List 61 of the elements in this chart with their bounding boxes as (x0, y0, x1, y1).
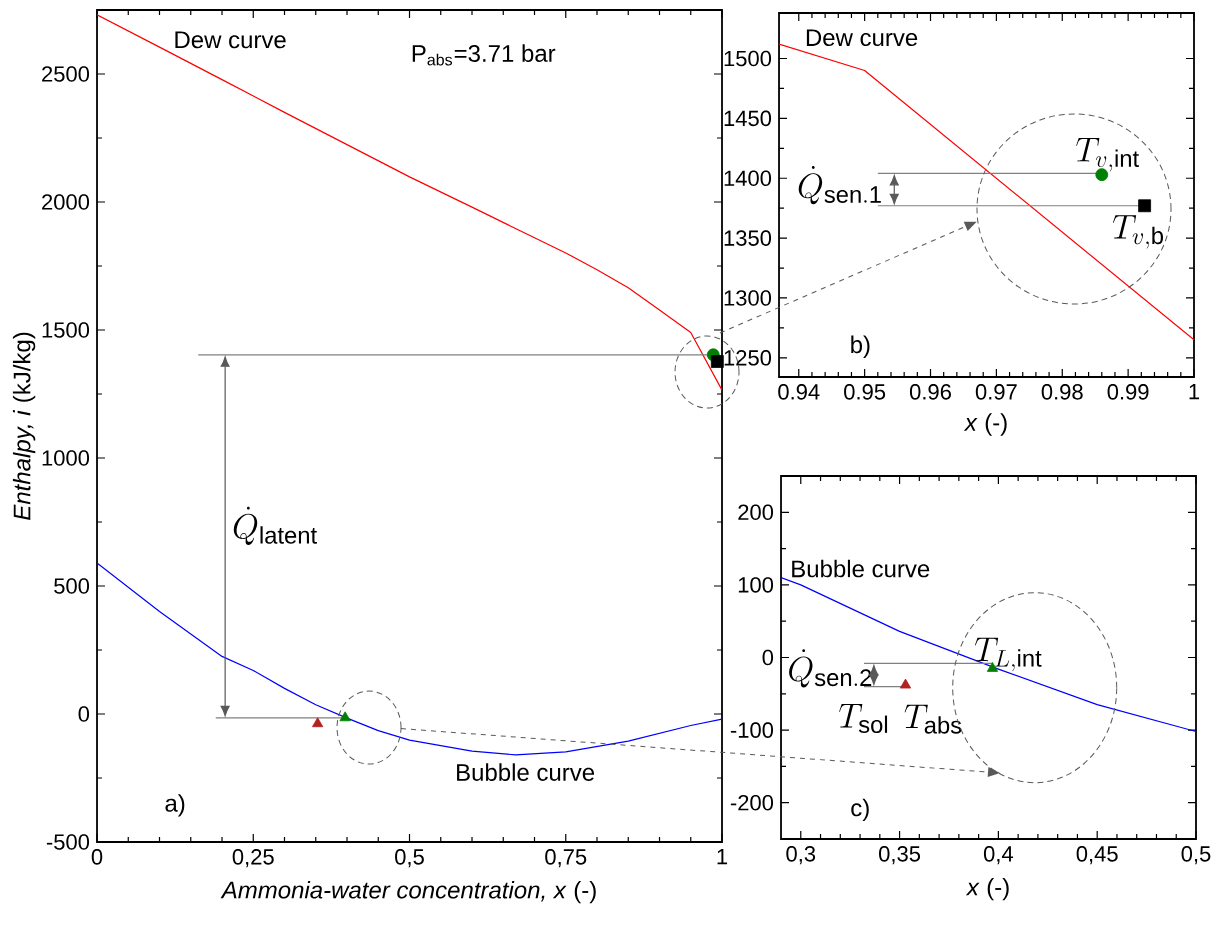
x-tick-label: 0,35 (879, 846, 921, 865)
x-tick-label: 0 (91, 849, 103, 865)
annotation: $T_{v,\mathrm{int}}$ (1076, 138, 1139, 172)
y-tick-label: 100 (738, 577, 774, 593)
annotation: $\dot{Q}_{\mathrm{latent}}$ (233, 506, 317, 545)
x-axis-title: x (-) (963, 413, 1007, 436)
x-tick-label: 0,25 (232, 849, 274, 868)
y-tick-label: 1450 (724, 110, 772, 127)
x-tick-label: 0.97 (975, 384, 1017, 400)
annotation: $T_{\mathrm{sol}}$ (839, 704, 888, 734)
x-tick-label: 0.96 (909, 384, 951, 400)
y-tick-label: 500 (54, 578, 90, 594)
point (339, 711, 351, 722)
y-tick-label: -100 (730, 722, 774, 738)
y-tick-label: 1250 (724, 350, 772, 366)
x-axis-title: x (-) (965, 877, 1009, 901)
annotation: P$_{abs}$=3.71 bar (412, 44, 556, 66)
y-tick-label: 2500 (42, 66, 90, 82)
y-tick-label: 1350 (724, 230, 772, 246)
series-label: Dew curve (175, 31, 286, 49)
y-tick-label: 2000 (42, 194, 90, 210)
x-tick-label: 0,4 (983, 846, 1014, 865)
x-tick-label: 0.94 (778, 384, 820, 400)
x-tick-label: 0.99 (1107, 384, 1149, 400)
y-tick-label: -200 (730, 794, 774, 811)
x-tick-label: 0,5 (1181, 846, 1211, 865)
y-axis-title: Enthalpy, i (kJ/kg) (12, 332, 36, 520)
series-label: Bubble curve (792, 559, 930, 578)
x-tick-label: 0,5 (395, 849, 424, 868)
x-axis-title: Ammonia-water concentration, x (-) (220, 880, 596, 904)
y-tick-label: 1300 (724, 290, 772, 306)
x-tick-label: 0.98 (1041, 384, 1083, 400)
point (312, 717, 324, 728)
y-tick-label: 1400 (724, 170, 772, 187)
annotation: b) (851, 335, 870, 358)
y-tick-label: 1500 (724, 50, 772, 67)
line-series (97, 562, 723, 756)
x-tick-label: 0,75 (545, 849, 587, 868)
annotation: $\dot{Q}_{\mathrm{sen.1}}$ (798, 166, 881, 205)
y-tick-label: 0 (762, 649, 774, 666)
annotation: a) (165, 794, 185, 817)
annotation: c) (851, 798, 869, 822)
annotation: $T_{L,\mathrm{int}}$ (975, 637, 1042, 672)
annotation: $T_{v,\mathrm{b}}$ (1113, 215, 1163, 249)
series-label: Bubble curve (457, 763, 595, 781)
line-series (781, 577, 1196, 733)
x-tick-label: 1 (717, 849, 728, 865)
x-tick-label: 0.95 (844, 384, 886, 400)
annotation: $T_{\mathrm{abs}}$ (904, 704, 962, 734)
annotation: $\dot{Q}_{\mathrm{sen.2}}$ (789, 649, 872, 688)
y-tick-label: 1000 (42, 450, 90, 466)
y-tick-label: 0 (78, 706, 90, 722)
line-series (97, 14, 723, 391)
y-tick-label: 1500 (42, 322, 90, 338)
x-tick-label: 0,3 (786, 846, 816, 865)
series-label: Dew curve (806, 29, 918, 47)
point (710, 355, 724, 368)
x-tick-label: 1 (1189, 384, 1200, 400)
y-tick-label: 200 (738, 504, 774, 521)
x-tick-label: 0,45 (1076, 846, 1118, 865)
y-tick-label: -500 (46, 834, 90, 850)
